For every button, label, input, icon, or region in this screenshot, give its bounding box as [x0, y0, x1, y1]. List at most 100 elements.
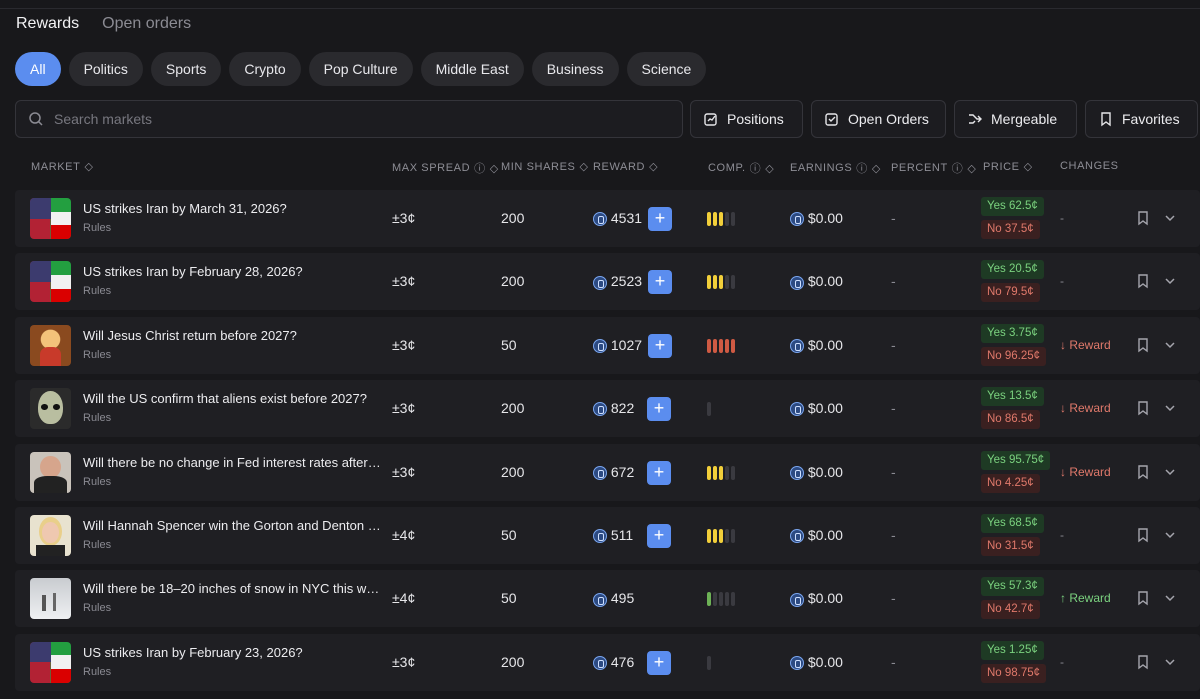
yes-price[interactable]: Yes 68.5¢	[981, 514, 1044, 533]
rules-link[interactable]: Rules	[83, 602, 112, 615]
col-reward-header[interactable]: REWARD ◇	[593, 160, 658, 174]
col-earnings-header[interactable]: EARNINGS ⓘ ◇	[790, 160, 881, 176]
category-middle-east[interactable]: Middle East	[420, 52, 524, 86]
yes-price[interactable]: Yes 1.25¢	[981, 640, 1044, 660]
comp-bar	[719, 465, 723, 480]
rules-link[interactable]: Rules	[83, 665, 112, 678]
bookmark-icon[interactable]	[1136, 273, 1150, 289]
favorites-button[interactable]: Favorites	[1085, 100, 1198, 138]
market-title[interactable]: Will there be no change in Fed interest …	[83, 454, 383, 470]
tab-open-orders[interactable]: Open orders	[102, 15, 192, 32]
search-input[interactable]	[54, 111, 634, 127]
no-price[interactable]: No 79.5¢	[981, 283, 1040, 303]
col-comp-label: COMP.	[708, 162, 746, 174]
chevron-down-icon[interactable]	[1164, 339, 1176, 351]
toolbar: Positions Open Orders Mergeable Favorite…	[15, 100, 1200, 138]
earnings-coin-icon	[790, 402, 804, 417]
yes-price[interactable]: Yes 3.75¢	[981, 323, 1044, 343]
col-percent-header[interactable]: PERCENT ⓘ ◇	[891, 160, 976, 176]
add-reward-button[interactable]: +	[647, 397, 671, 422]
yes-price[interactable]: Yes 57.3¢	[981, 577, 1044, 597]
market-title[interactable]: US strikes Iran by March 31, 2026?	[83, 201, 287, 216]
table-row[interactable]: US strikes Iran by February 23, 2026? Rul…	[15, 633, 1200, 691]
positions-button[interactable]: Positions	[690, 100, 803, 138]
col-market-header[interactable]: MARKET ◇	[31, 160, 94, 174]
bookmark-icon[interactable]	[1136, 337, 1150, 353]
add-reward-button[interactable]: +	[648, 207, 672, 231]
rules-link[interactable]: Rules	[83, 412, 112, 425]
chevron-down-icon[interactable]	[1164, 402, 1176, 414]
mergeable-button[interactable]: Mergeable	[954, 100, 1077, 138]
category-crypto[interactable]: Crypto	[229, 52, 301, 86]
chevron-down-icon[interactable]	[1164, 275, 1176, 287]
market-thumbnail	[30, 388, 71, 430]
no-price[interactable]: No 37.5¢	[981, 220, 1040, 239]
category-pop-culture[interactable]: Pop Culture	[308, 52, 413, 86]
market-title[interactable]: Will there be 18–20 inches of snow in NY…	[83, 581, 383, 597]
bookmark-icon[interactable]	[1136, 210, 1150, 226]
earnings-value: $0.00	[807, 336, 843, 353]
add-reward-button[interactable]: +	[648, 270, 672, 295]
chevron-down-icon[interactable]	[1164, 656, 1176, 668]
col-comp-header[interactable]: COMP. ⓘ ◇	[708, 160, 774, 176]
add-reward-button[interactable]: +	[648, 333, 672, 358]
bookmark-icon[interactable]	[1136, 464, 1150, 480]
rules-link[interactable]: Rules	[83, 222, 112, 234]
category-sports[interactable]: Sports	[150, 52, 222, 86]
bookmark-icon[interactable]	[1136, 527, 1150, 543]
bookmark-icon[interactable]	[1136, 654, 1150, 670]
earnings-value: $0.00	[807, 463, 843, 480]
chevron-down-icon[interactable]	[1164, 592, 1176, 604]
add-reward-button[interactable]: +	[647, 460, 671, 485]
market-title[interactable]: Will Jesus Christ return before 2027?	[83, 327, 297, 343]
table-row[interactable]: US strikes Iran by March 31, 2026? Rules ±…	[15, 190, 1200, 247]
col-price-header[interactable]: PRICE ◇	[983, 160, 1033, 174]
rules-link[interactable]: Rules	[83, 285, 112, 298]
rules-link[interactable]: Rules	[83, 539, 112, 551]
table-row[interactable]: US strikes Iran by February 28, 2026? Rul…	[15, 253, 1200, 311]
yes-price[interactable]: Yes 20.5¢	[981, 260, 1044, 280]
add-reward-button[interactable]: +	[647, 524, 671, 548]
table-row[interactable]: Will Hannah Spencer win the Gorton and D…	[15, 507, 1200, 564]
market-title[interactable]: Will the US confirm that aliens exist be…	[83, 391, 367, 407]
chevron-down-icon[interactable]	[1164, 466, 1176, 478]
market-title[interactable]: US strikes Iran by February 23, 2026?	[83, 644, 303, 660]
bookmark-icon[interactable]	[1136, 590, 1150, 606]
add-reward-button[interactable]: +	[647, 650, 671, 675]
market-title[interactable]: Will Hannah Spencer win the Gorton and D…	[83, 518, 383, 533]
no-price[interactable]: No 4.25¢	[981, 473, 1040, 493]
bookmark-icon[interactable]	[1136, 400, 1150, 416]
yes-price[interactable]: Yes 62.5¢	[981, 197, 1044, 216]
market-title[interactable]: US strikes Iran by February 28, 2026?	[83, 264, 303, 280]
arrow-down-icon: ↓	[1060, 464, 1070, 479]
table-row[interactable]: Will the US confirm that aliens exist be…	[15, 380, 1200, 438]
category-all[interactable]: All	[15, 52, 61, 86]
reward-value-wrap: 1027	[593, 337, 642, 354]
tab-rewards[interactable]: Rewards	[16, 15, 80, 32]
no-price[interactable]: No 96.25¢	[981, 346, 1047, 366]
col-max-spread-header[interactable]: MAX SPREAD ⓘ ◇	[392, 160, 499, 176]
no-price[interactable]: No 42.7¢	[981, 600, 1040, 620]
yes-price[interactable]: Yes 95.75¢	[981, 450, 1051, 470]
no-price[interactable]: No 86.5¢	[981, 410, 1040, 430]
no-price[interactable]: No 31.5¢	[981, 537, 1040, 556]
no-price[interactable]: No 98.75¢	[981, 663, 1047, 683]
table-row[interactable]: Will Jesus Christ return before 2027? Rul…	[15, 316, 1200, 374]
table-row[interactable]: Will there be no change in Fed interest …	[15, 443, 1200, 501]
percent-value: -	[891, 527, 896, 543]
category-politics[interactable]: Politics	[68, 52, 143, 86]
yes-price[interactable]: Yes 13.5¢	[981, 387, 1044, 407]
table-row[interactable]: Will there be 18–20 inches of snow in NY…	[15, 570, 1200, 628]
reward-value-wrap: 672	[593, 464, 634, 480]
col-min-shares-header[interactable]: MIN SHARES ◇	[501, 160, 589, 174]
chevron-down-icon[interactable]	[1164, 529, 1176, 541]
col-market-label: MARKET	[31, 160, 81, 173]
earnings-value: $0.00	[807, 590, 843, 607]
chevron-down-icon[interactable]	[1164, 212, 1176, 224]
earnings-wrap: $0.00	[790, 400, 843, 417]
open-orders-button[interactable]: Open Orders	[811, 100, 946, 138]
rules-link[interactable]: Rules	[83, 348, 112, 361]
category-business[interactable]: Business	[531, 52, 619, 86]
category-science[interactable]: Science	[626, 52, 707, 86]
rules-link[interactable]: Rules	[83, 475, 112, 488]
